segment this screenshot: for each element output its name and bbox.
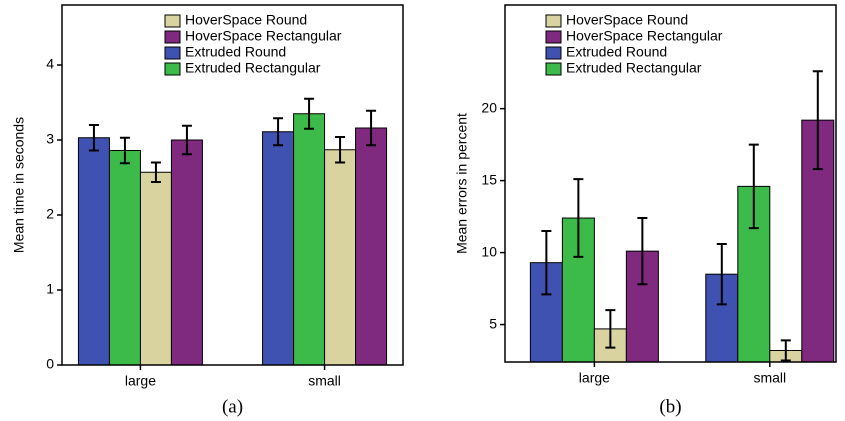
y-tick-label: 0 <box>46 356 54 372</box>
caption: (a) <box>222 396 243 417</box>
y-tick-label: 4 <box>46 56 54 72</box>
y-axis-label: Mean time in seconds <box>11 117 27 253</box>
y-tick-label: 10 <box>481 243 497 259</box>
legend-swatch <box>164 62 181 76</box>
bar <box>293 113 326 366</box>
legend-swatch <box>545 30 562 44</box>
x-tick-label: small <box>308 373 341 389</box>
bar <box>108 150 141 366</box>
legend-swatch <box>545 46 562 60</box>
y-tick-label: 20 <box>481 99 497 115</box>
bar <box>355 127 388 366</box>
bar <box>139 171 172 366</box>
legend-label: Extruded Rectangular <box>185 60 321 76</box>
plot-frame <box>61 4 404 366</box>
error-bar <box>573 178 584 258</box>
x-tick-label: large <box>579 370 610 386</box>
error-bar <box>780 339 791 362</box>
legend-swatch <box>545 62 562 76</box>
error-bar <box>605 309 616 349</box>
y-tick-label: 1 <box>46 281 54 297</box>
plot-frame <box>504 4 837 363</box>
error-bar <box>150 161 161 183</box>
x-tick-label: small <box>753 370 786 386</box>
error-bar <box>88 124 99 152</box>
bar <box>262 131 295 366</box>
error-bar <box>366 109 377 147</box>
legend-swatch <box>545 14 562 28</box>
bar <box>77 137 110 366</box>
error-bar <box>304 97 315 130</box>
legend-swatch <box>164 30 181 44</box>
error-bar <box>716 242 727 306</box>
legend-label: HoverSpace Rectangular <box>185 28 342 44</box>
x-tick-label: large <box>125 373 156 389</box>
error-bar <box>181 124 192 156</box>
legend-swatch <box>164 46 181 60</box>
legend-label: Extruded Rectangular <box>566 60 702 76</box>
bar <box>170 139 203 366</box>
y-axis-label: Mean errors in percent <box>454 113 470 254</box>
error-bar <box>541 230 552 296</box>
y-tick-label: 2 <box>46 206 54 222</box>
legend-label: HoverSpace Round <box>185 12 307 28</box>
error-bar <box>335 136 346 164</box>
legend-swatch <box>164 14 181 28</box>
legend-label: Extruded Round <box>185 44 286 60</box>
legend-label: Extruded Round <box>566 44 667 60</box>
y-tick-label: 15 <box>481 171 497 187</box>
y-tick-label: 5 <box>489 315 497 331</box>
caption: (b) <box>659 396 681 417</box>
error-bar <box>119 136 130 165</box>
error-bar <box>273 117 284 147</box>
bar <box>324 149 357 366</box>
error-bar <box>637 217 648 286</box>
legend-label: HoverSpace Rectangular <box>566 28 723 44</box>
error-bar <box>748 143 759 230</box>
error-bar <box>812 70 823 171</box>
legend-label: HoverSpace Round <box>566 12 688 28</box>
y-tick-label: 3 <box>46 131 54 147</box>
